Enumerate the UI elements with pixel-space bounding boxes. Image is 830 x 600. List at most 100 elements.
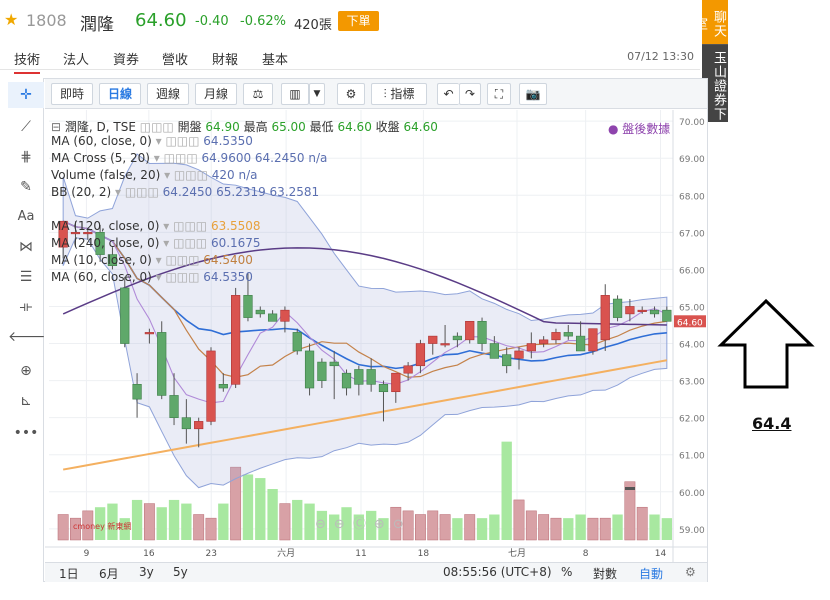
- more-tools-icon[interactable]: •••: [13, 425, 39, 441]
- redo-icon[interactable]: ↷: [459, 83, 481, 105]
- auto-toggle[interactable]: 自動: [639, 567, 664, 581]
- legend-item[interactable]: Volume (false, 20) ▾ ◫◫◫ 420 n/a: [51, 168, 257, 182]
- tab-basics[interactable]: 基本: [262, 53, 289, 68]
- compare-icon[interactable]: ⚖: [243, 83, 273, 105]
- candle-body: [341, 372, 352, 389]
- collapse-icon[interactable]: ⊟: [51, 120, 65, 134]
- zoom-in-icon[interactable]: ⊕: [373, 517, 393, 532]
- tab-technical[interactable]: 技術: [14, 49, 41, 74]
- price-tick-label: 64.00: [679, 341, 705, 351]
- scroll-left-icon[interactable]: ⊖: [315, 517, 334, 532]
- info-tabs: 技術 法人 資券 營收 財報 基本 07/12 13:30: [0, 44, 700, 74]
- volume-bar: [390, 506, 402, 541]
- brush-icon[interactable]: ✎: [20, 179, 32, 195]
- pitchfork-icon[interactable]: ⋕: [20, 149, 32, 165]
- zoom-out-icon[interactable]: ⊖: [333, 517, 353, 532]
- crosshair-icon[interactable]: ✛: [8, 82, 44, 108]
- daily-button[interactable]: 日線: [99, 83, 141, 105]
- legend-item[interactable]: MA (240, close, 0) ▾ ◫◫◫ 60.1675: [51, 236, 261, 250]
- candle-body: [391, 372, 401, 393]
- range-1d[interactable]: 1日: [59, 567, 79, 581]
- candle-body: [181, 417, 191, 430]
- pattern-icon[interactable]: ⋈: [19, 239, 33, 255]
- x-tick-label: 18: [418, 549, 430, 559]
- tab-institutional[interactable]: 法人: [63, 53, 90, 68]
- volume-bar: [464, 514, 476, 541]
- weekly-button[interactable]: 週線: [147, 83, 189, 105]
- axis-settings-icon[interactable]: ⚙: [685, 565, 696, 579]
- tab-revenue[interactable]: 營收: [162, 53, 189, 68]
- volume-bar: [599, 517, 611, 541]
- legend-controls-icon[interactable]: ▾ ◫◫◫: [151, 134, 204, 148]
- open-label: 開盤: [177, 120, 202, 134]
- volume-bar: [587, 517, 599, 541]
- camera-icon[interactable]: 📷: [519, 83, 547, 105]
- legend-controls-icon[interactable]: ▾ ◫◫◫: [159, 236, 211, 250]
- text-tool-icon[interactable]: Aa: [17, 209, 35, 224]
- percent-toggle[interactable]: %: [561, 565, 573, 579]
- log-toggle[interactable]: 對數: [593, 567, 618, 581]
- candle-body: [403, 365, 413, 374]
- scroll-right-icon[interactable]: ⊙: [392, 517, 412, 532]
- candle-body: [206, 350, 216, 422]
- candle-body: [612, 298, 623, 318]
- after-hours-link[interactable]: ● 盤後數據: [608, 122, 671, 136]
- chart-nav-controls[interactable]: ⊖⊖Ⓒ⊕⊙: [315, 513, 412, 532]
- candle-type-icon[interactable]: ▥: [281, 83, 309, 105]
- candle-body: [107, 254, 118, 266]
- candle-body: [514, 350, 524, 359]
- volume-bar: [501, 441, 512, 540]
- volume-bar: [538, 514, 550, 541]
- legend-item[interactable]: BB (20, 2) ▾ ◫◫◫ 64.2450 65.2319 63.2581: [51, 185, 319, 199]
- settings-gear-icon[interactable]: ⚙: [337, 83, 365, 105]
- legend-item[interactable]: MA (60, close, 0) ▾ ◫◫◫ 64.5350: [51, 270, 253, 284]
- legend-item[interactable]: MA (60, close, 0) ▾ ◫◫◫ 64.5350: [51, 134, 253, 148]
- candle-body: [169, 395, 179, 418]
- legend-controls-icon[interactable]: ▾ ◫◫◫: [159, 219, 211, 233]
- chevron-down-icon[interactable]: ▼: [309, 83, 325, 105]
- volume-bar: [218, 503, 229, 540]
- legend-controls-icon[interactable]: ▾ ◫◫◫: [111, 185, 163, 199]
- range-3y[interactable]: 3y: [139, 565, 154, 579]
- monthly-button[interactable]: 月線: [195, 83, 237, 105]
- annotation-value: 64.4: [752, 414, 792, 433]
- reset-icon[interactable]: Ⓒ: [352, 517, 374, 532]
- legend-controls-icon[interactable]: ▾ ◫◫◫: [160, 168, 212, 182]
- favorite-star-icon[interactable]: ★: [4, 10, 19, 29]
- legend-value: 64.2450 65.2319 63.2581: [162, 185, 320, 199]
- legend-controls-icon[interactable]: ▾ ◫◫◫: [149, 151, 202, 165]
- chart-svg[interactable]: 70.00 69.00 68.00 67.00 66.00 65.00 64.00 63.00…: [45, 110, 707, 562]
- range-6m[interactable]: 6月: [99, 567, 119, 581]
- volume-bar: [255, 478, 266, 540]
- range-5y[interactable]: 5y: [173, 565, 188, 579]
- trendline-icon[interactable]: ⟋: [21, 119, 31, 135]
- candle-body: [83, 232, 93, 235]
- data-timestamp: 07/12 13:30: [627, 50, 694, 63]
- x-tick-label: 8: [583, 549, 589, 559]
- zoom-icon[interactable]: ⊕: [20, 363, 32, 379]
- candle-body: [354, 369, 364, 385]
- legend-controls-icon[interactable]: ▾ ◫◫◫: [151, 253, 204, 267]
- chatroom-button[interactable]: 聊天室: [692, 0, 728, 44]
- legend-item[interactable]: MA (10, close, 0) ▾ ◫◫◫ 64.5400: [51, 253, 253, 267]
- arrow-left-icon[interactable]: 🡐: [8, 329, 46, 345]
- bollinger-band: [62, 153, 668, 489]
- measure-icon[interactable]: ⟛: [19, 299, 33, 315]
- fullscreen-icon[interactable]: ⛶: [487, 83, 511, 105]
- volume-bar: [525, 510, 537, 541]
- legend-controls-icon[interactable]: ▾ ◫◫◫: [151, 270, 204, 284]
- legend-item[interactable]: MA Cross (5, 20) ▾ ◫◫◫ 64.9600 64.2450 n…: [51, 151, 327, 165]
- volume-bar: [353, 514, 365, 540]
- fibonacci-icon[interactable]: ☰: [19, 269, 33, 285]
- price-chart[interactable]: 70.00 69.00 68.00 67.00 66.00 65.00 64.00 63.00…: [45, 110, 707, 562]
- place-order-button[interactable]: 下單: [338, 11, 379, 31]
- tab-margin[interactable]: 資券: [113, 53, 140, 68]
- ruler-icon[interactable]: ⊾: [20, 393, 32, 409]
- undo-icon[interactable]: ↶: [437, 83, 459, 105]
- cmoney-logo: cmoney 新東網: [73, 522, 131, 531]
- intraday-button[interactable]: 即時: [51, 83, 93, 105]
- tab-financials[interactable]: 財報: [212, 53, 239, 68]
- legend-item[interactable]: MA (120, close, 0) ▾ ◫◫◫ 63.5508: [51, 219, 261, 233]
- indicators-button[interactable]: ⫶ 指標: [371, 83, 427, 105]
- indicators-icon: ⫶: [383, 87, 391, 101]
